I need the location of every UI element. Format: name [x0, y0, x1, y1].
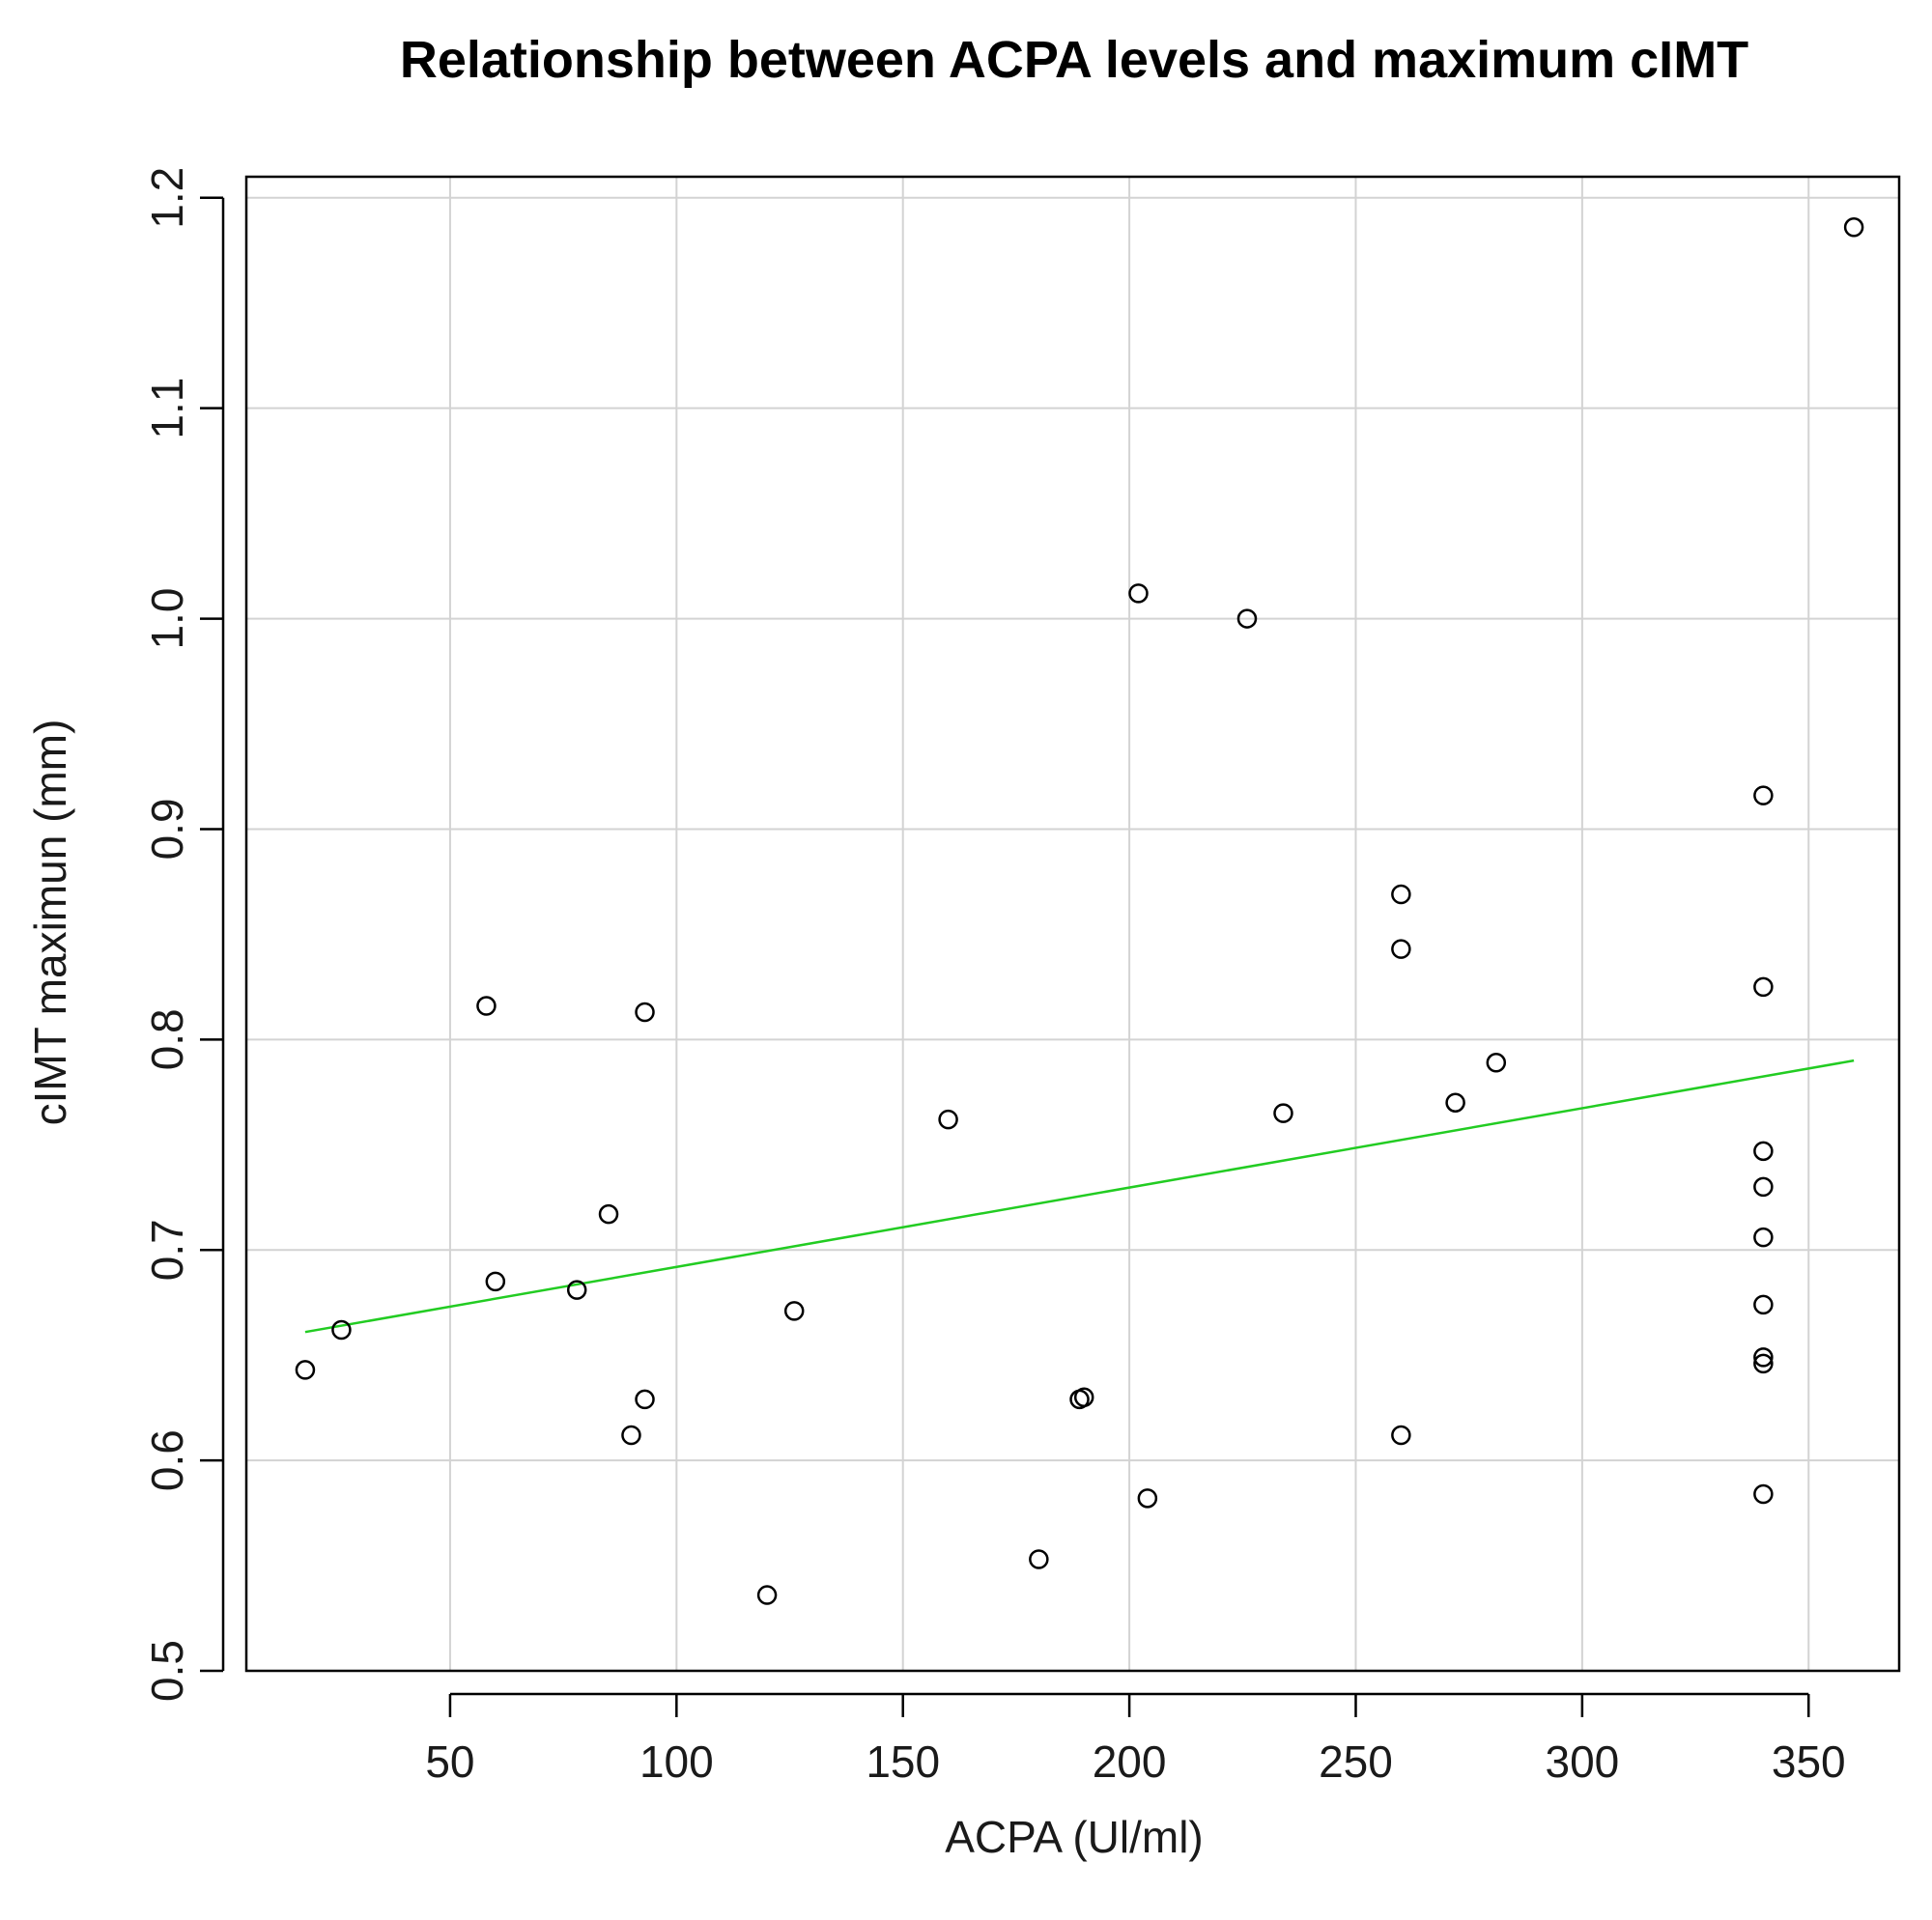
data-point [1486, 1053, 1507, 1073]
y-tick-label: 0.9 [142, 798, 192, 860]
data-point [1753, 1347, 1774, 1368]
data-point [1391, 939, 1411, 959]
data-point [1073, 1387, 1094, 1407]
data-point [1753, 785, 1774, 805]
y-tick-label: 0.8 [142, 1008, 192, 1070]
data-point [476, 996, 497, 1016]
data-point [756, 1585, 778, 1605]
data-point [621, 1425, 641, 1446]
data-point [1391, 1425, 1411, 1446]
data-point [1391, 884, 1411, 905]
y-tick-label: 0.7 [142, 1219, 192, 1281]
y-tick-label: 1.0 [142, 588, 192, 650]
grid-lines [246, 177, 1899, 1672]
data-point [1753, 1141, 1774, 1162]
trend-line [304, 1059, 1855, 1334]
data-point [1236, 608, 1258, 629]
data-point [938, 1109, 958, 1130]
y-tick-label: 1.1 [142, 378, 192, 439]
x-axis: 50 100 150 200 250 300 350 [425, 1692, 1846, 1787]
y-tick-label: 0.6 [142, 1429, 192, 1491]
y-tick-label: 1.2 [142, 167, 192, 229]
data-point [1029, 1549, 1049, 1569]
data-point [635, 1002, 655, 1023]
data-point [331, 1319, 352, 1341]
y-axis: 0.5 0.6 0.7 0.8 0.9 1.0 1.1 1.2 [142, 167, 225, 1702]
x-tick-label: 250 [1319, 1736, 1393, 1787]
data-point [1753, 1483, 1774, 1505]
data-point [485, 1271, 506, 1292]
data-point [1273, 1103, 1293, 1123]
trend-line-layer [304, 1059, 1855, 1334]
x-tick-label: 50 [425, 1736, 474, 1787]
data-point [1753, 1227, 1774, 1248]
y-axis-label: cIMT maximun (mm) [25, 720, 75, 1126]
x-tick-label: 100 [639, 1736, 714, 1787]
plot-frame [244, 175, 1901, 1673]
data-point [635, 1389, 655, 1410]
data-point [1137, 1488, 1158, 1509]
chart-title: Relationship between ACPA levels and max… [400, 31, 1748, 89]
data-point [566, 1280, 587, 1300]
data-point [598, 1203, 619, 1225]
data-point [1128, 583, 1149, 604]
x-tick-label: 200 [1093, 1736, 1167, 1787]
data-point [1445, 1092, 1465, 1113]
data-point [783, 1301, 805, 1321]
data-point [1753, 976, 1774, 998]
data-point [1753, 1294, 1774, 1315]
data-points [295, 217, 1864, 1605]
x-tick-label: 300 [1545, 1736, 1619, 1787]
data-point [1753, 1176, 1774, 1198]
x-axis-label: ACPA (Ul/ml) [945, 1812, 1204, 1862]
y-tick-label: 0.5 [142, 1640, 192, 1702]
data-point [1753, 1353, 1774, 1374]
x-tick-label: 350 [1772, 1736, 1846, 1787]
data-point [1843, 217, 1864, 238]
data-point [295, 1360, 316, 1380]
x-tick-label: 150 [866, 1736, 940, 1787]
